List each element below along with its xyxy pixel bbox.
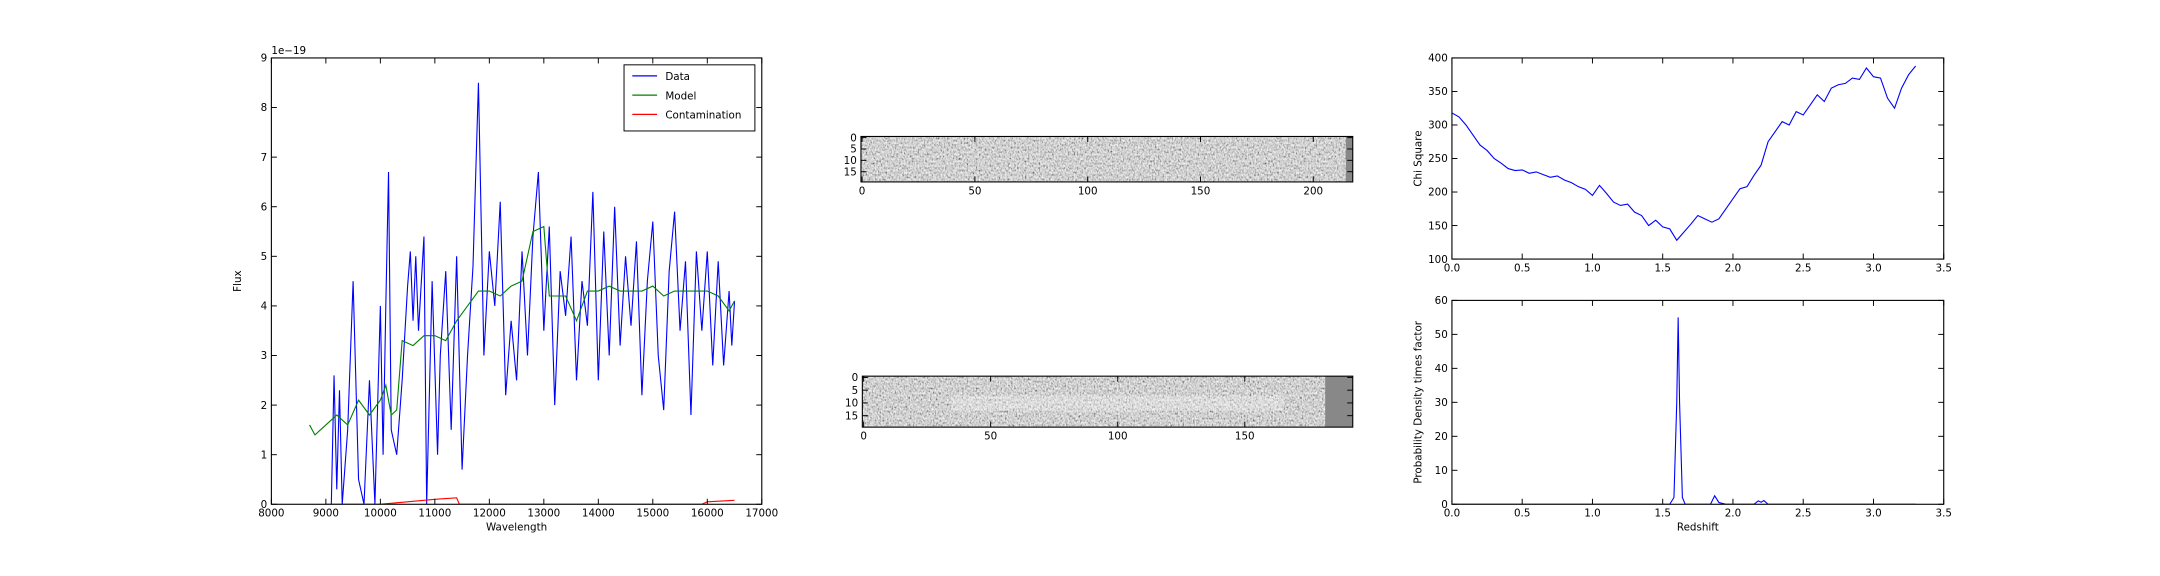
y-tick-label: 30 xyxy=(1435,397,1448,409)
y-tick-label: 400 xyxy=(1428,53,1448,65)
y-tick-label: 9 xyxy=(261,53,268,65)
y-tick-label: 7 xyxy=(261,152,268,164)
x-tick-label: 2.0 xyxy=(1725,262,1741,274)
x-tick-label: 100 xyxy=(1078,185,1098,197)
x-tick-label: 0.5 xyxy=(1514,262,1530,274)
x-tick-label: 15000 xyxy=(636,508,669,520)
series-line xyxy=(309,225,736,436)
y-axis-label: Probability Density times factor xyxy=(1413,320,1425,483)
y-tick-label: 10 xyxy=(844,155,857,167)
x-tick-label: 0 xyxy=(860,431,867,443)
image-noise xyxy=(860,136,1353,182)
y-tick-label: 0 xyxy=(1441,499,1448,511)
x-tick-label: 14000 xyxy=(582,508,615,520)
x-tick-label: 0.5 xyxy=(1514,508,1530,520)
x-tick-label: 2.0 xyxy=(1725,508,1741,520)
y-tick-label: 20 xyxy=(1435,431,1448,443)
y-tick-label: 5 xyxy=(852,385,859,397)
y-tick-label: 60 xyxy=(1435,295,1448,307)
x-tick-label: 50 xyxy=(984,431,997,443)
x-tick-label: 0.0 xyxy=(1444,508,1460,520)
x-tick-label: 13000 xyxy=(527,508,560,520)
legend-label: Data xyxy=(665,71,690,83)
y-tick-label: 4 xyxy=(261,301,268,313)
y-tick-label: 10 xyxy=(1435,465,1448,477)
x-axis-label: Redshift xyxy=(1677,521,1719,533)
axes-frame xyxy=(1451,57,1945,260)
y-tick-label: 8 xyxy=(261,102,268,114)
y-tick-label: 15 xyxy=(844,166,857,178)
axes-frame xyxy=(1451,299,1945,505)
x-tick-label: 100 xyxy=(1108,431,1128,443)
y-axis-label: Chi Square xyxy=(1413,130,1425,186)
axes-frame xyxy=(270,57,763,505)
axes-frame xyxy=(860,135,1354,183)
y-tick-label: 40 xyxy=(1435,363,1448,375)
y-tick-label: 6 xyxy=(261,201,268,213)
x-tick-label: 200 xyxy=(1303,185,1323,197)
y-tick-label: 1 xyxy=(261,449,268,461)
axes-frame xyxy=(861,375,1354,428)
x-tick-label: 1.5 xyxy=(1654,262,1670,274)
y-tick-label: 100 xyxy=(1428,254,1448,266)
y-tick-label: 0 xyxy=(850,132,857,144)
x-tick-label: 3.0 xyxy=(1865,508,1881,520)
x-tick-label: 0.0 xyxy=(1444,262,1460,274)
y-tick-label: 5 xyxy=(261,251,268,263)
x-tick-label: 50 xyxy=(968,185,981,197)
x-tick-label: 16000 xyxy=(691,508,724,520)
x-tick-label: 8000 xyxy=(258,508,284,520)
image-blank xyxy=(1325,376,1353,428)
y-tick-label: 200 xyxy=(1428,187,1448,199)
x-tick-label: 17000 xyxy=(745,508,778,520)
y-tick-label: 0 xyxy=(852,372,859,384)
y-tick-label: 150 xyxy=(1428,220,1448,232)
x-tick-label: 150 xyxy=(1235,431,1255,443)
y-tick-label: 250 xyxy=(1428,153,1448,165)
x-tick-label: 11000 xyxy=(418,508,451,520)
y-tick-label: 350 xyxy=(1428,86,1448,98)
y-tick-label: 0 xyxy=(261,499,268,511)
x-tick-label: 12000 xyxy=(473,508,506,520)
y-axis-label: Flux xyxy=(232,270,244,291)
legend-label: Contamination xyxy=(665,110,741,122)
x-tick-label: 10000 xyxy=(364,508,397,520)
image-band xyxy=(950,395,1285,411)
x-tick-label: 1.0 xyxy=(1584,262,1600,274)
x-tick-label: 1.5 xyxy=(1654,508,1670,520)
y-tick-label: 15 xyxy=(845,410,858,422)
image-noise xyxy=(862,376,1353,428)
series-line xyxy=(325,497,735,505)
x-tick-label: 2.5 xyxy=(1795,262,1811,274)
x-tick-label: 0 xyxy=(859,185,866,197)
y-tick-label: 300 xyxy=(1428,120,1448,132)
y-tick-label: 50 xyxy=(1435,329,1448,341)
series-line xyxy=(1451,65,1917,242)
x-tick-label: 3.5 xyxy=(1936,508,1952,520)
x-tick-label: 3.5 xyxy=(1936,262,1952,274)
y-tick-label: 3 xyxy=(261,350,268,362)
offset-text: 1e−19 xyxy=(271,45,306,57)
x-tick-label: 150 xyxy=(1191,185,1211,197)
y-tick-label: 10 xyxy=(845,398,858,410)
x-tick-label: 2.5 xyxy=(1795,508,1811,520)
series-line xyxy=(330,82,736,505)
y-tick-label: 2 xyxy=(261,400,268,412)
image-blank xyxy=(1345,136,1353,182)
legend-label: Model xyxy=(665,90,696,102)
y-tick-label: 5 xyxy=(850,144,857,156)
x-tick-label: 9000 xyxy=(313,508,339,520)
series-line xyxy=(1451,317,1916,505)
x-axis-label: Wavelength xyxy=(486,521,547,533)
x-tick-label: 1.0 xyxy=(1584,508,1600,520)
x-tick-label: 3.0 xyxy=(1865,262,1881,274)
